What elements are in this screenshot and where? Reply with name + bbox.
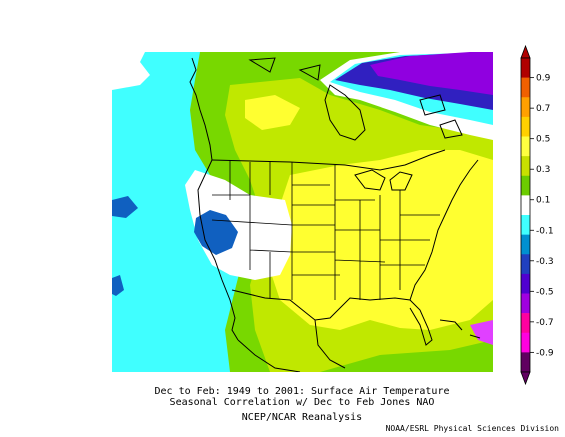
map-panel bbox=[112, 52, 493, 372]
colorbar: 0.9 0.7 0.5 0.3 0.1 -0.1 -0.3 -0.5 -0.7 -0.9 bbox=[520, 44, 554, 386]
caribbean-islands bbox=[439, 319, 481, 339]
colorbar-segment bbox=[521, 136, 530, 157]
colorbar-segment bbox=[521, 58, 530, 78]
colorbar-tick-label: -0.9 bbox=[536, 348, 554, 358]
colorbar-segment bbox=[521, 352, 530, 373]
gulf-coastline bbox=[314, 297, 433, 346]
caption-line-3: NCEP/NCAR Reanalysis bbox=[241, 412, 363, 423]
mexico-coast bbox=[237, 319, 346, 372]
boundary-lines bbox=[189, 57, 481, 372]
colorbar-top-arrow bbox=[520, 44, 531, 59]
colorbar-segment bbox=[521, 254, 530, 275]
colorbar-tick-label: -0.1 bbox=[536, 226, 554, 236]
colorbar-tick-label: 0.9 bbox=[536, 74, 551, 84]
credit-text: NOAA/ESRL Physical Sciences Division bbox=[385, 424, 559, 433]
colorbar-tick-label: 0.3 bbox=[536, 165, 550, 175]
colorbar-segment bbox=[521, 77, 530, 98]
colorbar-tick-label: -0.5 bbox=[536, 287, 554, 297]
negative-patch-southwest bbox=[112, 275, 124, 296]
colorbar-tick-label: 0.5 bbox=[536, 135, 550, 145]
canada-us-border bbox=[211, 149, 446, 171]
hudson-bay bbox=[324, 84, 366, 141]
colorbar-tick-label: -0.3 bbox=[536, 257, 554, 267]
colorbar-segment bbox=[521, 175, 530, 196]
colorbar-segment bbox=[521, 332, 530, 353]
mexico-border bbox=[231, 289, 316, 321]
white-top-left bbox=[112, 52, 150, 90]
colorbar-segment bbox=[521, 195, 530, 216]
west-coastline bbox=[189, 57, 239, 341]
state-lines bbox=[211, 160, 440, 300]
colorbar-segment bbox=[521, 156, 530, 177]
colorbar-segment bbox=[521, 97, 530, 118]
great-lakes bbox=[354, 169, 413, 191]
yellow-north-patch bbox=[245, 95, 300, 130]
colorbar-bottom-arrow bbox=[520, 371, 531, 386]
negative-patch-west bbox=[112, 196, 138, 218]
colorbar-tick-label: 0.7 bbox=[536, 104, 550, 114]
colorbar-segment bbox=[521, 116, 530, 137]
colorbar-segment bbox=[521, 234, 530, 255]
caption-line-1: Dec to Feb: 1949 to 2001: Surface Air Te… bbox=[154, 386, 450, 397]
colorbar-segment bbox=[521, 313, 530, 334]
colorbar-tick-label: 0.1 bbox=[536, 196, 550, 206]
arctic-islands bbox=[248, 57, 463, 139]
colorbar-segment bbox=[521, 273, 530, 294]
caption-line-2: Seasonal Correlation w/ Dec to Feb Jones… bbox=[169, 397, 435, 408]
east-coastline bbox=[409, 159, 479, 301]
colorbar-segment bbox=[521, 215, 530, 235]
north-purple-core bbox=[370, 52, 493, 95]
magenta-patch bbox=[470, 320, 493, 345]
colorbar-segment bbox=[521, 293, 530, 314]
colorbar-tick-label: -0.7 bbox=[536, 318, 554, 328]
